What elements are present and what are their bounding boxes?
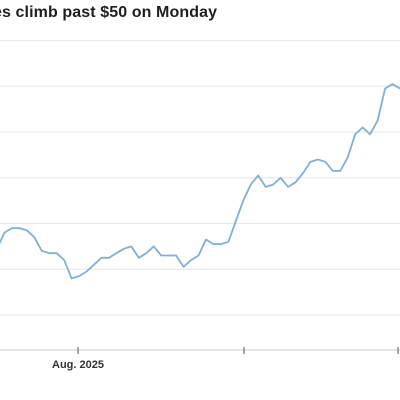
x-tick-label: Aug. 2025 [52,359,104,371]
price-series-line [0,83,400,280]
chart-title: es climb past $50 on Monday [0,4,218,21]
series-layer [0,83,400,280]
x-axis [0,347,400,354]
x-tick-labels: Aug. 2025S [52,359,104,371]
gridlines [0,40,400,316]
